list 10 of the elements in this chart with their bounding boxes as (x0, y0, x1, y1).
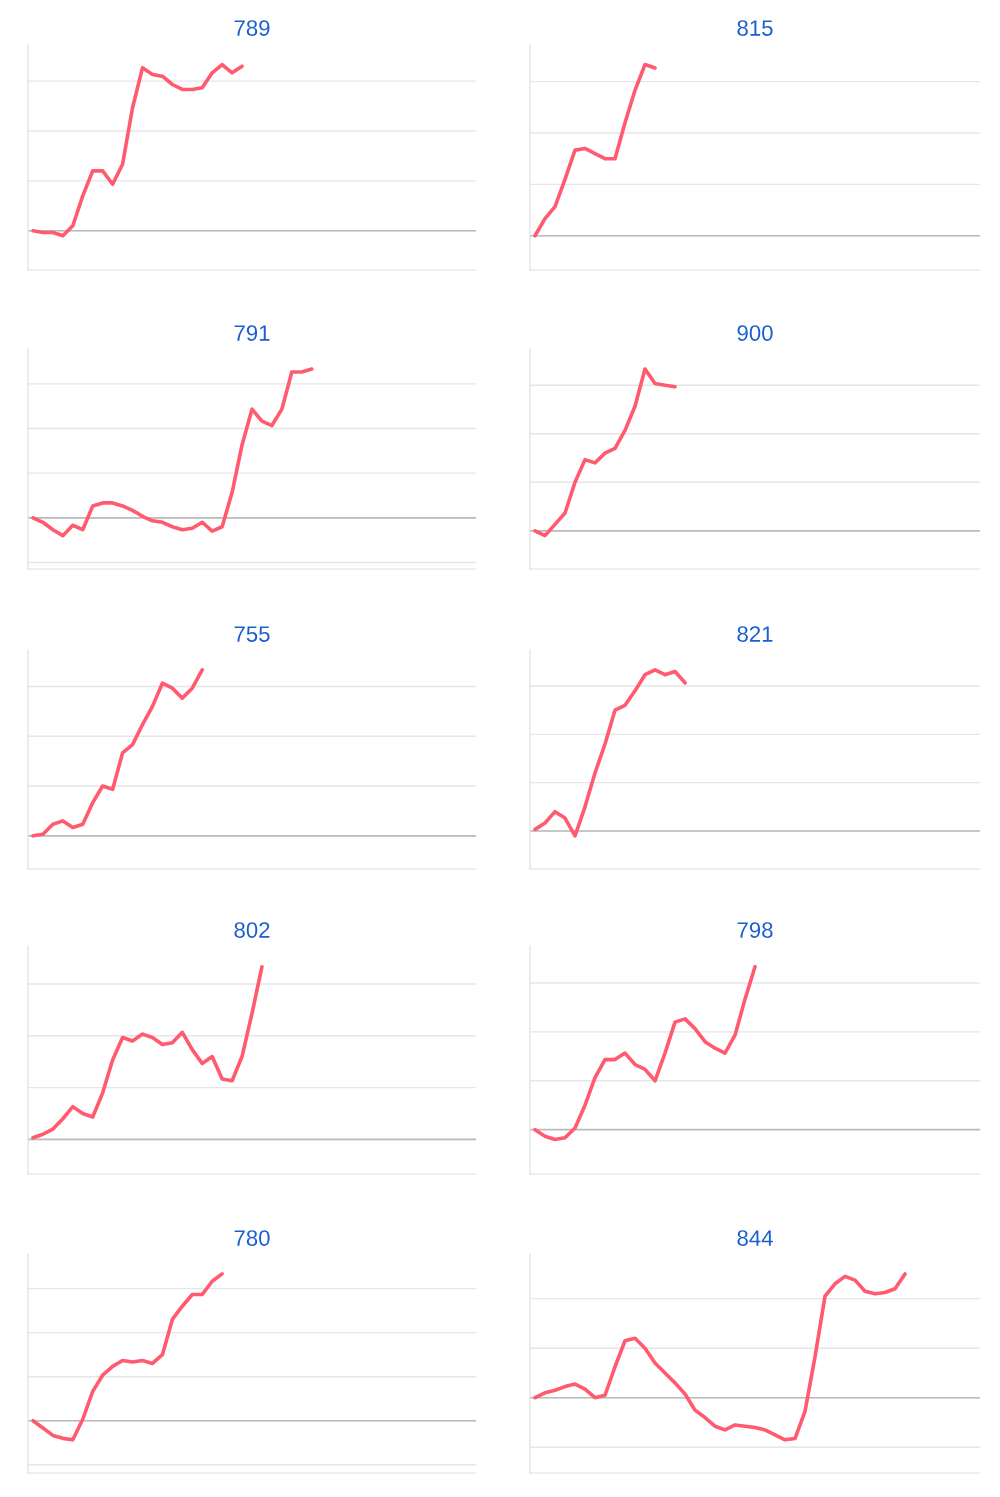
chart-title: 755 (234, 626, 270, 642)
chart-title: 798 (737, 922, 773, 938)
chart-title: 900 (737, 325, 773, 341)
chart-title: 821 (737, 626, 773, 642)
chart-title: 780 (234, 1230, 270, 1246)
chart-title: 789 (234, 20, 270, 36)
chart-title: 802 (234, 922, 270, 938)
chart-title: 815 (737, 20, 773, 36)
chart-title: 844 (737, 1230, 773, 1246)
chart-title: 791 (234, 325, 270, 341)
